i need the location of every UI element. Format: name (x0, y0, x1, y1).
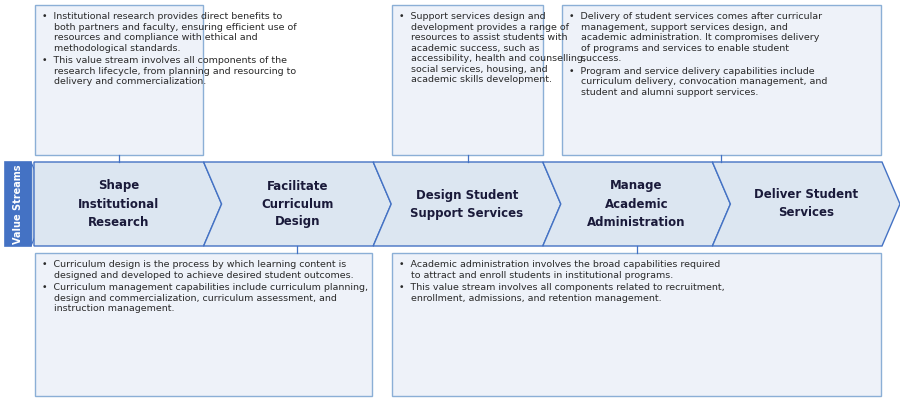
Polygon shape (203, 162, 392, 246)
Text: curriculum delivery, convocation management, and: curriculum delivery, convocation managem… (569, 77, 827, 86)
Polygon shape (34, 162, 221, 246)
FancyBboxPatch shape (5, 162, 31, 246)
Text: •  Support services design and: • Support services design and (400, 12, 545, 21)
Text: management, support services design, and: management, support services design, and (569, 22, 788, 32)
Text: Facilitate
Curriculum
Design: Facilitate Curriculum Design (261, 180, 334, 229)
Text: accessibility, health and counselling,: accessibility, health and counselling, (400, 54, 586, 63)
FancyBboxPatch shape (35, 5, 202, 155)
FancyBboxPatch shape (35, 253, 373, 396)
Text: •  Curriculum design is the process by which learning content is: • Curriculum design is the process by wh… (42, 260, 347, 269)
Text: methodological standards.: methodological standards. (42, 44, 181, 53)
Text: Manage
Academic
Administration: Manage Academic Administration (588, 180, 686, 229)
Text: student and alumni support services.: student and alumni support services. (569, 88, 758, 97)
Text: Design Student
Support Services: Design Student Support Services (410, 188, 524, 219)
Text: design and commercialization, curriculum assessment, and: design and commercialization, curriculum… (42, 294, 337, 303)
Text: •  Institutional research provides direct benefits to: • Institutional research provides direct… (42, 12, 283, 21)
Text: •  Curriculum management capabilities include curriculum planning,: • Curriculum management capabilities inc… (42, 283, 368, 292)
Text: academic success, such as: academic success, such as (400, 44, 540, 53)
Text: Deliver Student
Services: Deliver Student Services (754, 188, 859, 219)
Text: •  Delivery of student services comes after curricular: • Delivery of student services comes aft… (569, 12, 822, 21)
FancyBboxPatch shape (392, 5, 543, 155)
Polygon shape (543, 162, 731, 246)
Text: research lifecycle, from planning and resourcing to: research lifecycle, from planning and re… (42, 67, 296, 76)
Text: •  This value stream involves all components of the: • This value stream involves all compone… (42, 56, 287, 65)
FancyBboxPatch shape (392, 253, 881, 396)
Text: resources to assist students with: resources to assist students with (400, 33, 568, 42)
Text: enrollment, admissions, and retention management.: enrollment, admissions, and retention ma… (400, 294, 662, 303)
Text: to attract and enroll students in institutional programs.: to attract and enroll students in instit… (400, 271, 673, 279)
Polygon shape (713, 162, 900, 246)
Text: social services, housing, and: social services, housing, and (400, 65, 548, 74)
Text: development provides a range of: development provides a range of (400, 22, 569, 32)
Polygon shape (31, 162, 49, 246)
Text: Value Streams: Value Streams (13, 164, 23, 244)
Text: instruction management.: instruction management. (42, 304, 175, 313)
Text: of programs and services to enable student: of programs and services to enable stude… (569, 44, 788, 53)
Text: •  Program and service delivery capabilities include: • Program and service delivery capabilit… (569, 67, 814, 76)
Text: delivery and commercialization.: delivery and commercialization. (42, 77, 206, 86)
Text: Shape
Institutional
Research: Shape Institutional Research (78, 180, 159, 229)
Polygon shape (374, 162, 561, 246)
Text: academic skills development.: academic skills development. (400, 75, 553, 84)
Text: •  Academic administration involves the broad capabilities required: • Academic administration involves the b… (400, 260, 721, 269)
Text: •  This value stream involves all components related to recruitment,: • This value stream involves all compone… (400, 283, 724, 292)
Text: academic administration. It compromises delivery: academic administration. It compromises … (569, 33, 819, 42)
Text: success.: success. (569, 54, 621, 63)
Text: resources and compliance with ethical and: resources and compliance with ethical an… (42, 33, 257, 42)
FancyBboxPatch shape (562, 5, 881, 155)
Text: both partners and faculty, ensuring efficient use of: both partners and faculty, ensuring effi… (42, 22, 297, 32)
Text: designed and developed to achieve desired student outcomes.: designed and developed to achieve desire… (42, 271, 354, 279)
